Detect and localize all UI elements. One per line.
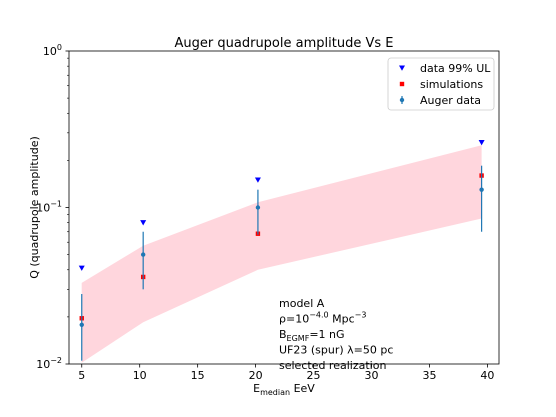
legend-label-data-99-ul: data 99% UL <box>420 62 491 75</box>
auger-data-point <box>479 187 484 192</box>
annotation-line: UF23 (spur) λ=50 pc <box>279 344 393 357</box>
x-tick-label: 30 <box>365 369 379 382</box>
x-tick-label: 15 <box>191 369 205 382</box>
y-tick-label: 10−2 <box>36 356 62 371</box>
x-tick-label: 25 <box>307 369 321 382</box>
simulation-band <box>81 145 482 363</box>
auger-data-point <box>79 322 84 328</box>
legend-label-simulations: simulations <box>420 78 483 91</box>
y-tick-label: 10−1 <box>36 200 62 215</box>
auger-data-point <box>255 205 261 210</box>
data-99-ul-point <box>254 177 261 183</box>
data-99-ul-point <box>140 220 147 226</box>
x-tick-label: 40 <box>480 369 494 382</box>
x-axis-label: Emedian EeV <box>253 382 315 397</box>
x-tick-label: 5 <box>78 369 85 382</box>
annotation-line: selected realization <box>279 359 386 372</box>
data-99-ul-point <box>478 140 485 146</box>
legend-marker-auger-data <box>399 97 405 103</box>
x-tick-label: 35 <box>422 369 436 382</box>
x-tick-label: 10 <box>133 369 147 382</box>
legend-marker-data-99-ul <box>399 65 405 71</box>
legend: data 99% UL simulations Auger data <box>387 57 495 111</box>
annotation-line: model A <box>279 297 325 310</box>
y-axis-label: Q (quadrupole amplitude) <box>28 136 41 279</box>
y-tick-label: 100 <box>43 43 62 58</box>
axis-ticks: 5 10 15 20 25 30 35 40 10−2 10−1 100 <box>36 43 494 382</box>
annotation-line: ρ=10−4.0 Mpc−3 <box>279 311 366 326</box>
x-tick-label: 20 <box>249 369 263 382</box>
chart-title: Auger quadrupole amplitude Vs E <box>175 36 394 51</box>
legend-box <box>387 57 495 111</box>
annotation-line: BEGMF=1 nG <box>279 328 345 343</box>
plot-area <box>78 140 485 363</box>
legend-label-auger-data: Auger data <box>420 94 481 107</box>
data-99-ul-point <box>78 265 85 271</box>
legend-marker-simulations <box>399 81 405 87</box>
auger-data-point <box>140 252 146 257</box>
